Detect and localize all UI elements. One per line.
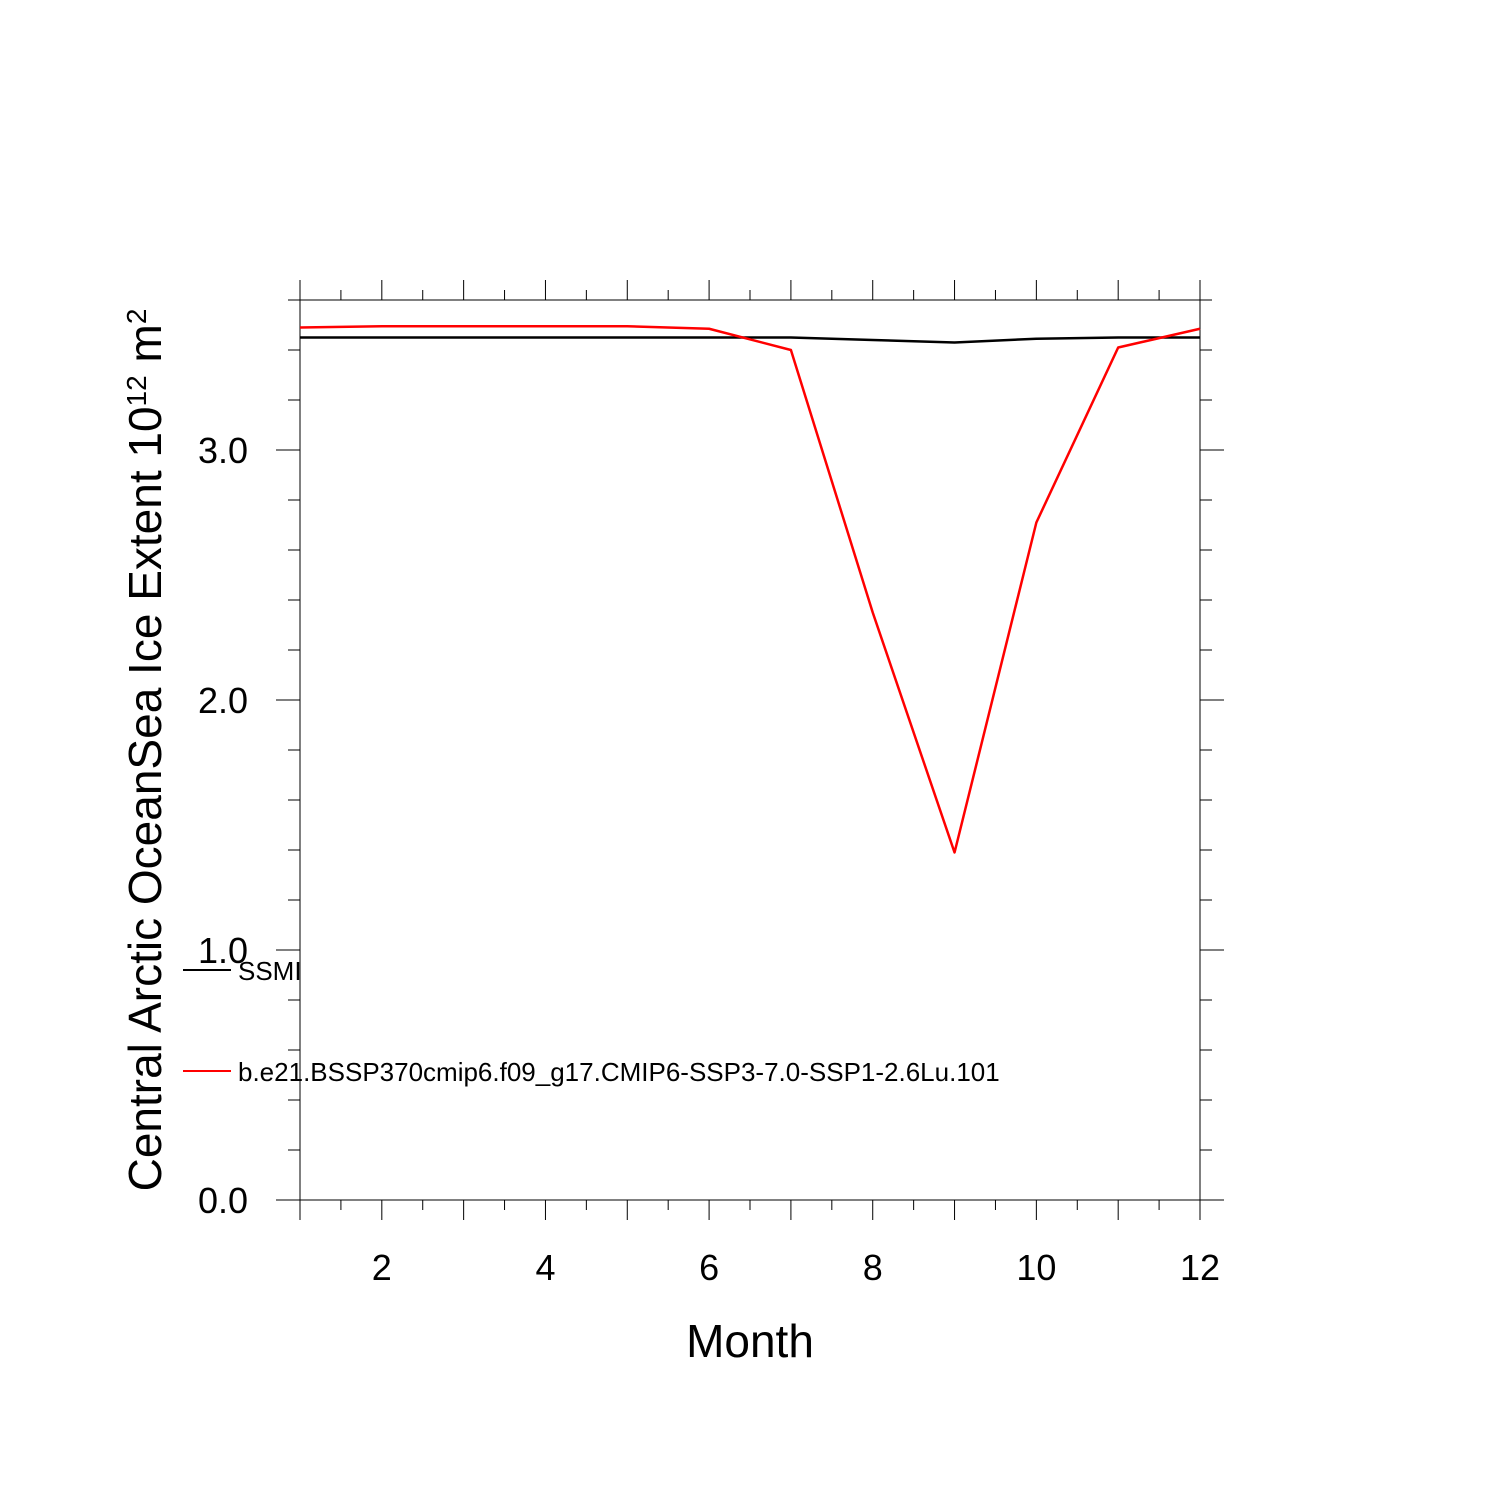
y-tick-label: 3.0 xyxy=(198,430,248,471)
series-layer xyxy=(299,325,1201,854)
y-tick-label: 0.0 xyxy=(198,1180,248,1221)
y-tick-label: 1.0 xyxy=(198,930,248,971)
y-tick-label: 2.0 xyxy=(198,680,248,721)
x-tick-label: 6 xyxy=(699,1247,719,1288)
y-axis-title-main: Central Arctic OceanSea Ice Extent 10 xyxy=(119,406,171,1191)
y-axis-title: Central Arctic OceanSea Ice Extent 1012 … xyxy=(119,309,171,1192)
series-line-0 xyxy=(300,336,1200,344)
tick-labels: 2 4 6 8 10 12 0.0 1.0 2.0 3.0 xyxy=(198,430,1220,1288)
y-axis-title-exponent-1: 12 xyxy=(121,375,152,406)
legend-label-ssmi: SSMI xyxy=(238,956,302,986)
plot-frame xyxy=(299,299,1201,1201)
x-tick-label: 4 xyxy=(535,1247,555,1288)
x-axis-title: Month xyxy=(686,1315,814,1367)
x-tick-label: 12 xyxy=(1180,1247,1220,1288)
x-tick-label: 10 xyxy=(1016,1247,1056,1288)
y-axis-title-exponent-2: 2 xyxy=(121,309,152,325)
x-tick-label: 2 xyxy=(372,1247,392,1288)
series-line-1 xyxy=(299,325,1201,854)
y-axis-title-unit: m xyxy=(119,324,171,375)
legend-label-model: b.e21.BSSP370cmip6.f09_g17.CMIP6-SSP3-7.… xyxy=(238,1057,1000,1087)
legend: SSMI b.e21.BSSP370cmip6.f09_g17.CMIP6-SS… xyxy=(183,956,1000,1087)
x-tick-label: 8 xyxy=(863,1247,883,1288)
axis-ticks xyxy=(276,280,1224,1220)
